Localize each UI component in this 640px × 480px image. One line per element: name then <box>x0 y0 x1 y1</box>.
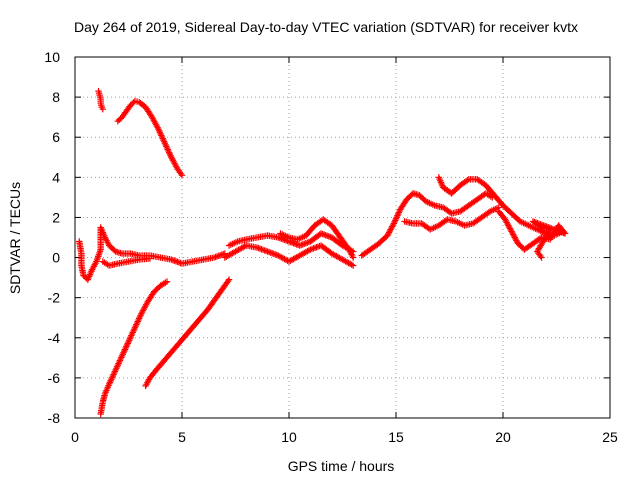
y-tick-label: -4 <box>48 330 61 346</box>
x-tick-label: 0 <box>71 429 79 445</box>
x-axis-label: GPS time / hours <box>288 458 395 474</box>
x-tick-label: 20 <box>495 429 511 445</box>
data-point-marker <box>536 223 544 230</box>
series-rising-track-b <box>142 276 233 390</box>
data-point-marker <box>537 252 544 260</box>
data-point-marker <box>538 254 545 261</box>
grid-lines <box>75 57 610 418</box>
data-point-marker <box>348 261 355 268</box>
series-early-high-arc <box>114 97 186 179</box>
data-point-marker <box>178 172 186 179</box>
x-tick-label: 10 <box>281 429 297 445</box>
data-point-marker <box>177 170 185 178</box>
y-tick-label: 4 <box>52 169 60 185</box>
series-afternoon-rise <box>358 190 496 259</box>
series-rising-track-a <box>97 278 171 418</box>
series-near-zero-lower-branch <box>99 255 154 269</box>
y-tick-label: 8 <box>52 89 60 105</box>
y-axis-label: SDTVAR / TECUs <box>7 182 23 294</box>
y-tick-label: -2 <box>48 290 61 306</box>
data-point-marker <box>464 177 471 184</box>
series-early-high-vertical <box>95 87 107 113</box>
y-tick-label: 10 <box>44 49 60 65</box>
series-middle-band-b <box>221 242 357 269</box>
series-near-zero-early <box>76 224 228 283</box>
data-marks <box>76 87 569 418</box>
x-tick-label: 25 <box>602 429 618 445</box>
y-tick-label: -8 <box>48 410 61 426</box>
data-point-marker <box>225 276 233 283</box>
data-point-marker <box>224 277 232 285</box>
plot-frame <box>74 56 611 419</box>
y-tick-label: -6 <box>48 370 61 386</box>
series-afternoon-lower <box>401 204 502 233</box>
y-tick-label: 0 <box>52 250 60 266</box>
data-point-marker <box>99 105 107 113</box>
x-tick-label: 15 <box>388 429 404 445</box>
y-tick-label: 2 <box>52 209 60 225</box>
data-point-marker <box>163 278 171 285</box>
data-point-marker <box>350 262 357 269</box>
data-point-marker <box>389 221 397 229</box>
data-point-marker <box>350 254 357 261</box>
plot-border <box>74 56 611 419</box>
data-point-marker <box>146 255 154 262</box>
data-point-marker <box>305 247 313 254</box>
y-tick-label: 6 <box>52 129 60 145</box>
data-point-marker <box>154 124 161 131</box>
x-tick-label: 5 <box>178 429 186 445</box>
series-late-day <box>495 208 569 261</box>
data-point-marker <box>130 99 137 106</box>
tick-labels: 0 5 10 15 20 25 -8 -6 -4 -2 0 2 4 6 8 10 <box>44 49 618 445</box>
series-middle-band-c <box>277 216 357 261</box>
chart-title: Day 264 of 2019, Sidereal Day-to-day VTE… <box>74 19 578 35</box>
